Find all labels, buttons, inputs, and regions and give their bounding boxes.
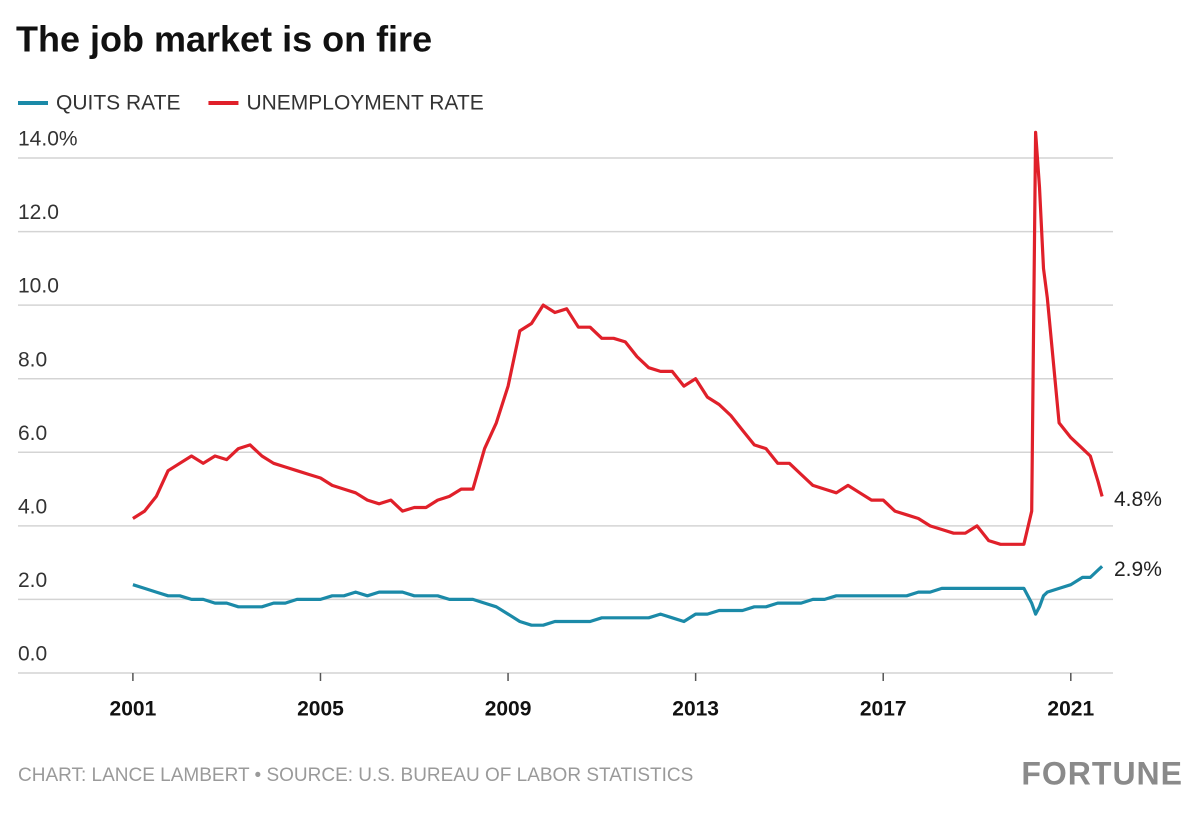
y-tick-label: 2.0 xyxy=(18,569,47,592)
series-line xyxy=(132,565,1104,627)
x-tick-label: 2017 xyxy=(860,698,907,721)
x-tick-label: 2001 xyxy=(110,698,157,721)
y-tick-label: 6.0 xyxy=(18,422,47,445)
legend-label: QUITS RATE xyxy=(56,92,180,115)
y-tick-label: 4.0 xyxy=(18,495,47,518)
chart-title: The job market is on fire xyxy=(16,19,432,60)
y-tick-label: 0.0 xyxy=(18,643,47,666)
y-tick-label: 10.0 xyxy=(18,275,59,298)
x-tick-label: 2005 xyxy=(297,698,344,721)
brand: FORTUNE xyxy=(1021,755,1183,791)
end-value-label: 2.9% xyxy=(1114,558,1162,581)
series-line xyxy=(132,130,1104,546)
y-tick-label: 14.0% xyxy=(18,128,78,151)
y-tick-label: 8.0 xyxy=(18,348,47,371)
end-value-label: 4.8% xyxy=(1114,488,1162,511)
legend-label: UNEMPLOYMENT RATE xyxy=(246,92,483,115)
x-tick-label: 2013 xyxy=(672,698,719,721)
source-note: CHART: LANCE LAMBERT • SOURCE: U.S. BURE… xyxy=(18,765,693,786)
x-tick-label: 2021 xyxy=(1047,698,1094,721)
x-tick-label: 2009 xyxy=(485,698,532,721)
y-tick-label: 12.0 xyxy=(18,201,59,224)
